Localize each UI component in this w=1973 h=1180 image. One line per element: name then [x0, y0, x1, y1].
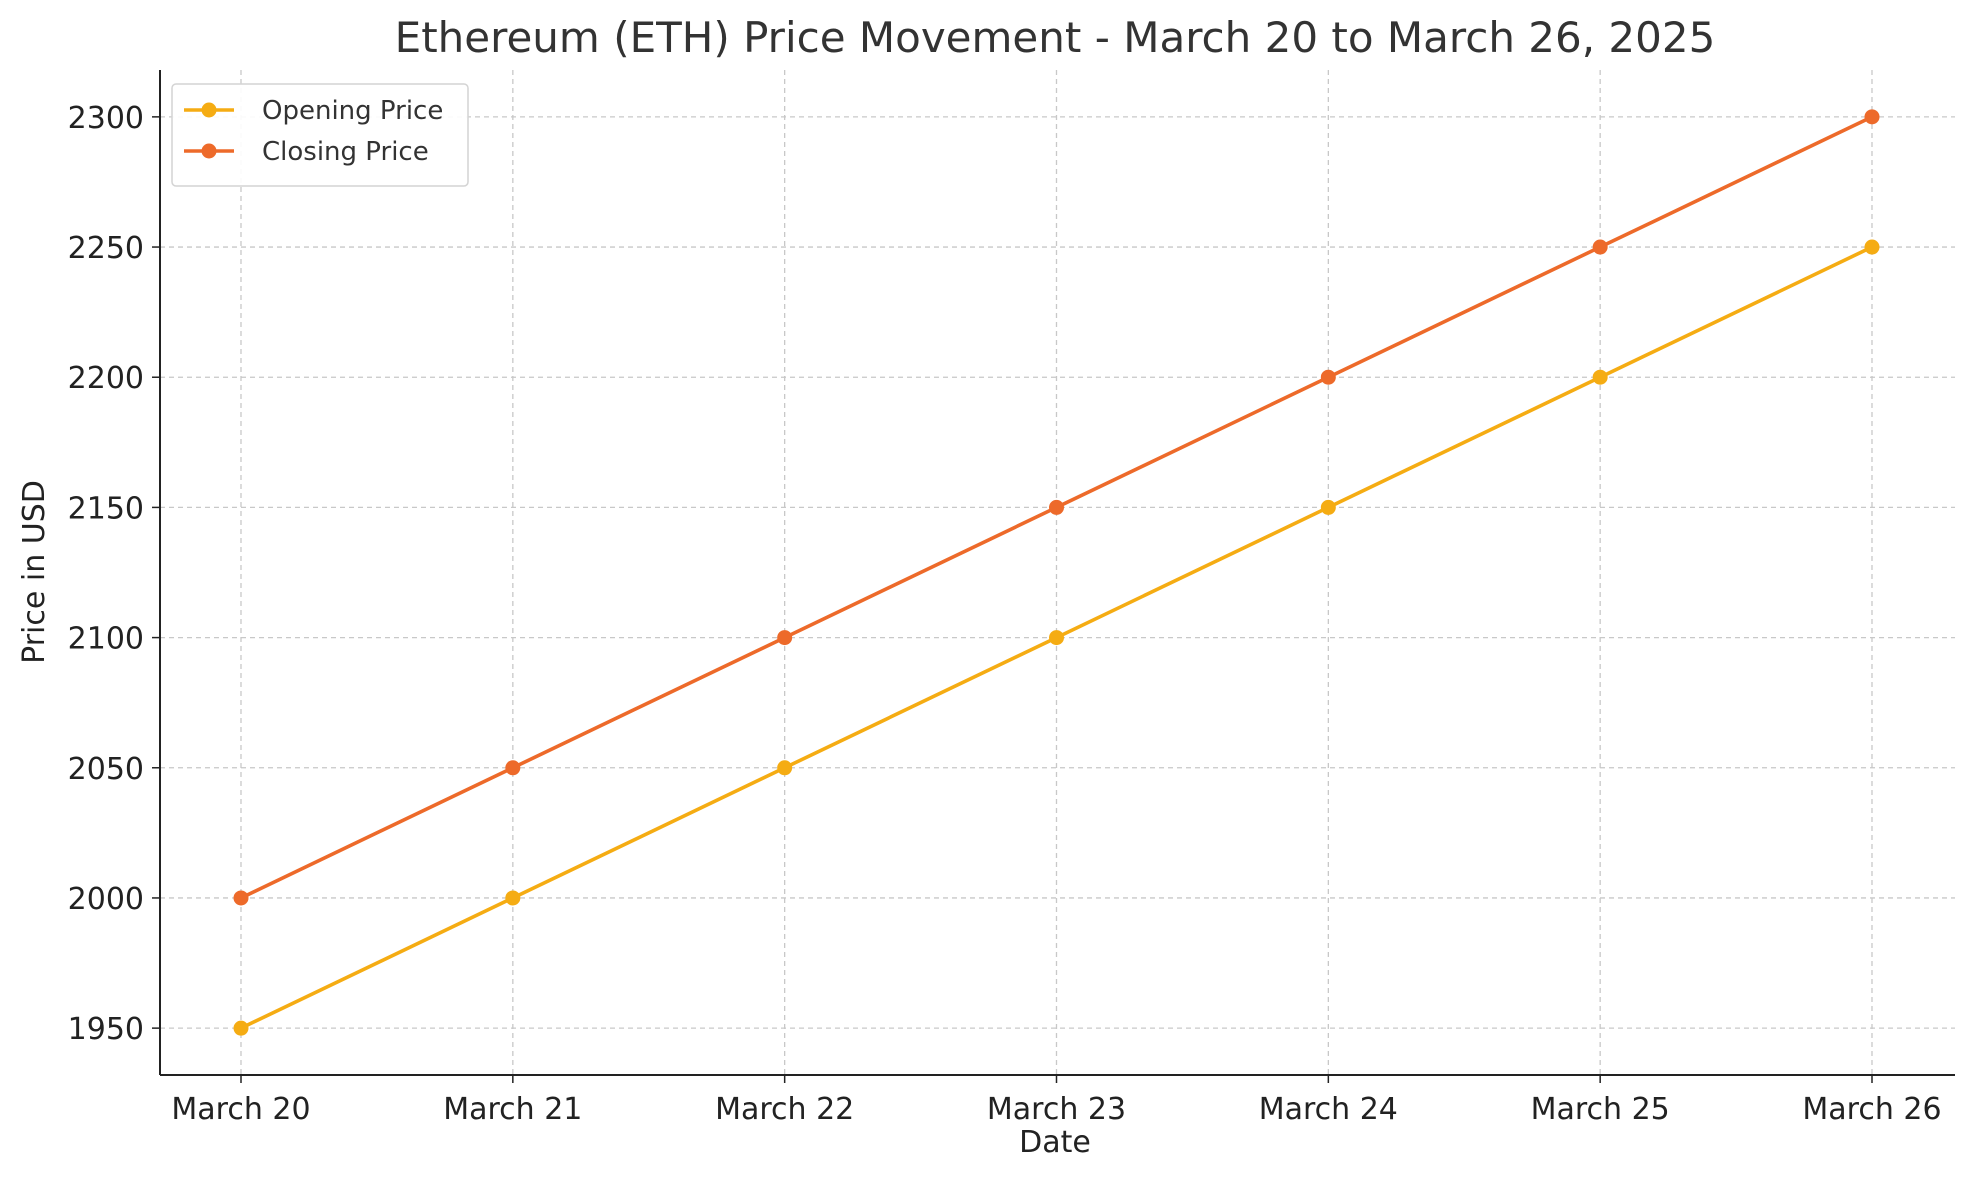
x-tick-label: March 23 — [987, 1092, 1126, 1127]
data-point-opening-price — [777, 760, 793, 776]
data-point-opening-price — [1864, 239, 1880, 255]
series — [233, 109, 1880, 1036]
chart-title: Ethereum (ETH) Price Movement - March 20… — [395, 13, 1716, 62]
y-axis-label: Price in USD — [17, 480, 52, 664]
data-point-closing-price — [1049, 499, 1064, 515]
data-point-closing-price — [505, 760, 521, 776]
x-tick-label: March 22 — [715, 1092, 854, 1127]
data-point-closing-price — [1320, 369, 1336, 385]
y-tick-label: 2250 — [68, 231, 144, 266]
grid — [160, 70, 1955, 1075]
data-point-closing-price — [1592, 239, 1608, 255]
data-point-opening-price — [233, 1020, 249, 1036]
axes — [159, 70, 1955, 1076]
data-point-closing-price — [1864, 109, 1880, 125]
legend-box — [171, 83, 469, 187]
y-tick-label: 2100 — [68, 622, 144, 657]
data-point-closing-price — [777, 630, 793, 646]
y-tick-label: 2050 — [68, 752, 144, 787]
legend-label-closing-price: Closing Price — [262, 137, 429, 167]
tick-labels: March 20 March 21 March 22 March 23 March 24… — [68, 101, 1942, 1127]
legend: Opening Price Closing Price — [171, 83, 469, 187]
y-tick-label: 2150 — [68, 491, 144, 526]
y-tick-label: 1950 — [68, 1012, 144, 1047]
data-point-opening-price — [505, 890, 521, 906]
y-tick-label: 2000 — [68, 882, 144, 917]
x-tick-label: March 20 — [171, 1092, 310, 1127]
data-point-opening-price — [1320, 499, 1336, 515]
x-tick-label: March 25 — [1531, 1092, 1670, 1127]
data-point-closing-price — [233, 890, 249, 906]
x-axis-label: Date — [1019, 1125, 1091, 1160]
y-tick-label: 2300 — [68, 101, 144, 136]
data-point-opening-price — [1049, 630, 1064, 646]
legend-marker-closing-price — [201, 143, 217, 159]
data-point-opening-price — [1592, 369, 1608, 385]
x-tick-label: March 21 — [443, 1092, 582, 1127]
y-tick-label: 2200 — [68, 361, 144, 396]
legend-label-opening-price: Opening Price — [262, 96, 443, 126]
x-tick-label: March 24 — [1259, 1092, 1398, 1127]
legend-marker-opening-price — [201, 102, 217, 118]
x-tick-label: March 26 — [1802, 1092, 1941, 1127]
